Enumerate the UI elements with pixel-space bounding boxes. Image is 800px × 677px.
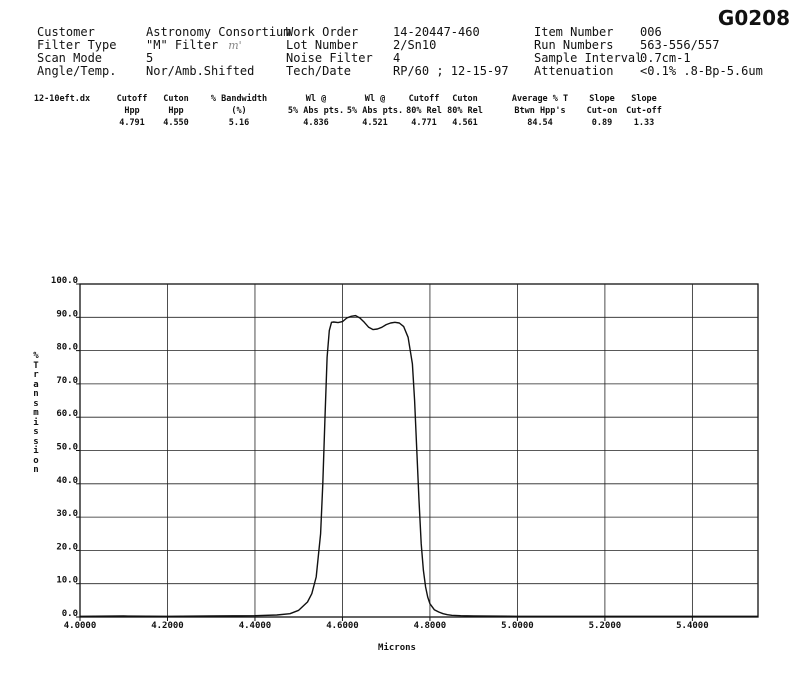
label-work-order: Work Order [286, 25, 359, 39]
value-lot-number: 2/Sn10 [393, 38, 437, 52]
stats-h1-cutoff-80: Cutoff [408, 94, 440, 104]
stats-h2-slope-on: Cut-on [586, 106, 618, 116]
x-tick-label: 4.4000 [239, 621, 272, 631]
y-axis-label: % Transmission [33, 351, 45, 475]
y-tick-label: 100.0 [51, 276, 78, 286]
stats-h1-wl-lower: Wl @ [364, 94, 386, 104]
y-tick-label: 20.0 [56, 542, 78, 552]
y-tick-label: 30.0 [56, 509, 78, 519]
stats-file-name: 12-10eft.dx [33, 94, 91, 104]
handwritten-note: m' [228, 39, 242, 52]
value-scan-mode: 5 [146, 51, 154, 65]
header-labels-2: Work Order Lot Number Noise Filter Tech/… [286, 26, 373, 78]
stats-h2-wl-upper: 5% Abs pts. [287, 106, 345, 116]
transmission-curve [79, 314, 758, 617]
stats-h1-cuton-hpp: Cuton [163, 94, 189, 104]
header-labels-1: Customer Filter Type Scan Mode Angle/Tem… [37, 26, 116, 78]
stats-h2-cuton-80: 80% Rel [447, 106, 483, 116]
value-item-number: 006 [640, 25, 662, 39]
x-axis-label: Microns [378, 642, 416, 653]
value-filter-type: "M" Filter [146, 38, 219, 52]
value-angle-temp: Nor/Amb.Shifted [146, 64, 255, 78]
header-values-2: 14-20447-460 2/Sn10 4 RP/60 ; 12-15-97 [393, 26, 509, 78]
document-code: G0208 [717, 6, 790, 30]
label-noise-filter: Noise Filter [286, 51, 373, 65]
value-noise-filter: 4 [393, 51, 401, 65]
label-customer: Customer [37, 25, 95, 39]
stats-h2-slope-off: Cut-off [626, 106, 662, 116]
y-tick-label: 10.0 [56, 576, 78, 586]
y-tick-label: 40.0 [56, 476, 78, 486]
label-angle-temp: Angle/Temp. [37, 64, 117, 78]
stats-header-row-2: Hpp Hpp (%) 5% Abs pts. 5% Abs pts. 80% … [30, 106, 710, 117]
stats-value-cuton-hpp: 4.550 [163, 118, 189, 128]
stats-h1-slope-on: Slope [589, 94, 615, 104]
y-tick-label: 50.0 [56, 443, 78, 453]
value-customer: Astronomy Consortium [146, 25, 291, 39]
label-sample-interval: Sample Interval [534, 51, 643, 65]
stats-value-cuton-80: 4.561 [452, 118, 478, 128]
stats-h2-cutoff-hpp: Hpp [124, 106, 140, 116]
stats-h1-slope-off: Slope [631, 94, 657, 104]
stats-value-wl-lower: 4.521 [362, 118, 388, 128]
stats-value-slope-off: 1.33 [633, 118, 655, 128]
value-attenuation: <0.1% .8-Bp-5.6um [640, 64, 763, 78]
x-tick-label: 4.6000 [326, 621, 359, 631]
header-values-3: 006 563-556/557 0.7cm-1 <0.1% .8-Bp-5.6u… [640, 26, 763, 78]
stats-h2-bandwidth: (%) [231, 106, 247, 116]
value-run-numbers: 563-556/557 [640, 38, 720, 52]
value-tech-date: RP/60 ; 12-15-97 [393, 64, 509, 78]
header-values-1: Astronomy Consortium "M" Filter m' 5 Nor/… [146, 26, 291, 78]
stats-h2-cutoff-80: 80% Rel [406, 106, 442, 116]
stats-value-slope-on: 0.89 [591, 118, 613, 128]
y-tick-label: 60.0 [56, 409, 78, 419]
value-sample-interval: 0.7cm-1 [640, 51, 691, 65]
y-tick-label: 90.0 [56, 309, 78, 319]
label-filter-type: Filter Type [37, 38, 117, 52]
x-tick-label: 4.2000 [151, 621, 184, 631]
x-tick-label: 5.4000 [676, 621, 709, 631]
label-attenuation: Attenuation [534, 64, 614, 78]
stats-value-cutoff-80: 4.771 [411, 118, 437, 128]
stats-value-bandwidth: 5.16 [228, 118, 250, 128]
label-lot-number: Lot Number [286, 38, 359, 52]
header-labels-3: Item Number Run Numbers Sample Interval … [534, 26, 642, 78]
label-tech-date: Tech/Date [286, 64, 352, 78]
y-tick-label: 0.0 [62, 609, 78, 619]
stats-value-wl-upper: 4.836 [303, 118, 329, 128]
y-tick-label: 80.0 [56, 343, 78, 353]
stats-h1-cuton-80: Cuton [452, 94, 478, 104]
x-tick-label: 4.0000 [64, 621, 97, 631]
stats-h1-bandwidth: % Bandwidth [210, 94, 268, 104]
stats-header-row-1: 12-10eft.dx Cutoff Cuton % Bandwidth Wl … [30, 94, 710, 105]
stats-h2-wl-lower: 5% Abs pts. [346, 106, 404, 116]
stats-h1-avg-t: Average % T [511, 94, 569, 104]
stats-value-avg-t: 84.54 [527, 118, 553, 128]
label-item-number: Item Number [534, 25, 614, 39]
stats-h1-wl-upper: Wl @ [305, 94, 327, 104]
x-tick-label: 5.2000 [589, 621, 622, 631]
stats-h1-cutoff-hpp: Cutoff [116, 94, 148, 104]
stats-h2-avg-t: Btwn Hpp's [514, 106, 566, 116]
x-tick-label: 4.8000 [414, 621, 447, 631]
x-tick-label: 5.0000 [501, 621, 534, 631]
value-work-order: 14-20447-460 [393, 25, 480, 39]
stats-value-cutoff-hpp: 4.791 [119, 118, 145, 128]
stats-h2-cuton-hpp: Hpp [168, 106, 184, 116]
label-scan-mode: Scan Mode [37, 51, 103, 65]
y-tick-label: 70.0 [56, 376, 78, 386]
label-run-numbers: Run Numbers [534, 38, 614, 52]
stats-value-row: 4.791 4.550 5.16 4.836 4.521 4.771 4.561… [30, 118, 710, 129]
